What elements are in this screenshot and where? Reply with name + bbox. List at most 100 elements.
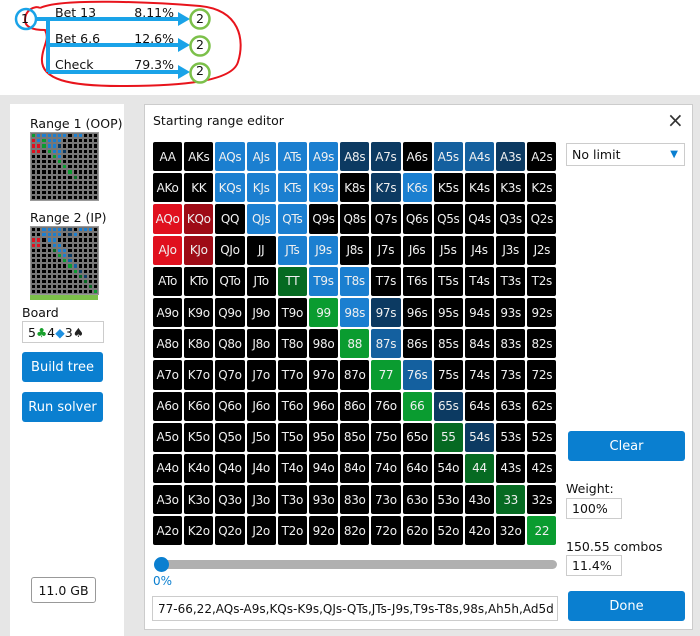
hand-cell-A6o[interactable]: A6o [153, 391, 183, 421]
hand-cell-K4o[interactable]: K4o [184, 453, 214, 484]
hand-cell-77[interactable]: 77 [371, 360, 401, 390]
hand-cell-T9s[interactable]: T9s [308, 266, 339, 296]
hand-cell-A2o[interactable]: A2o [153, 516, 183, 546]
hand-cell-J5o[interactable]: J5o [246, 422, 276, 452]
hand-cell-87o[interactable]: 87o [340, 360, 370, 390]
hand-cell-93o[interactable]: 93o [308, 485, 339, 515]
hand-cell-82o[interactable]: 82o [340, 516, 370, 546]
hand-cell-K3o[interactable]: K3o [184, 485, 214, 515]
hand-cell-64o[interactable]: 64o [402, 453, 432, 484]
hand-cell-QTo[interactable]: QTo [215, 266, 245, 296]
hand-cell-84o[interactable]: 84o [340, 453, 370, 484]
hand-cell-62o[interactable]: 62o [402, 516, 432, 546]
hand-cell-84s[interactable]: 84s [464, 329, 495, 359]
hand-cell-22[interactable]: 22 [527, 516, 557, 546]
hand-cell-65s[interactable]: 65s [433, 391, 463, 421]
hand-cell-T7o[interactable]: T7o [277, 360, 307, 390]
hand-cell-99[interactable]: 99 [308, 297, 339, 328]
hand-cell-A7s[interactable]: A7s [371, 142, 401, 172]
hand-cell-94s[interactable]: 94s [464, 297, 495, 328]
hand-cell-T4s[interactable]: T4s [464, 266, 495, 296]
hand-cell-Q4o[interactable]: Q4o [215, 453, 245, 484]
hand-cell-J9s[interactable]: J9s [308, 235, 339, 265]
hand-cell-AKo[interactable]: AKo [153, 173, 183, 203]
hand-cell-55[interactable]: 55 [433, 422, 463, 452]
hand-cell-T3o[interactable]: T3o [277, 485, 307, 515]
hand-cell-ATo[interactable]: ATo [153, 266, 183, 296]
hand-cell-33[interactable]: 33 [496, 485, 526, 515]
hand-cell-QJo[interactable]: QJo [215, 235, 245, 265]
weight-input[interactable]: 100% [566, 498, 622, 519]
hand-cell-J6s[interactable]: J6s [402, 235, 432, 265]
hand-cell-63s[interactable]: 63s [496, 391, 526, 421]
hand-cell-A3o[interactable]: A3o [153, 485, 183, 515]
hand-cell-98s[interactable]: 98s [340, 297, 370, 328]
clear-button[interactable]: Clear [568, 431, 685, 461]
hand-cell-Q5s[interactable]: Q5s [433, 204, 463, 234]
hand-cell-T9o[interactable]: T9o [277, 297, 307, 328]
hand-cell-A5s[interactable]: A5s [433, 142, 463, 172]
hand-cell-65o[interactable]: 65o [402, 422, 432, 452]
range2-thumbnail[interactable] [30, 226, 100, 296]
hand-cell-AJo[interactable]: AJo [153, 235, 183, 265]
hand-cell-Q8s[interactable]: Q8s [340, 204, 370, 234]
hand-cell-AQs[interactable]: AQs [215, 142, 245, 172]
hand-cell-98o[interactable]: 98o [308, 329, 339, 359]
hand-cell-Q7s[interactable]: Q7s [371, 204, 401, 234]
hand-cell-75s[interactable]: 75s [433, 360, 463, 390]
hand-cell-96s[interactable]: 96s [402, 297, 432, 328]
close-icon[interactable]: × [667, 108, 684, 132]
hand-cell-88[interactable]: 88 [340, 329, 370, 359]
action-label[interactable]: Check [55, 57, 94, 72]
hand-cell-97o[interactable]: 97o [308, 360, 339, 390]
hand-cell-K6o[interactable]: K6o [184, 391, 214, 421]
hand-cell-66[interactable]: 66 [402, 391, 432, 421]
hand-cell-K7o[interactable]: K7o [184, 360, 214, 390]
hand-cell-Q6s[interactable]: Q6s [402, 204, 432, 234]
hand-cell-J7s[interactable]: J7s [371, 235, 401, 265]
hand-cell-Q4s[interactable]: Q4s [464, 204, 495, 234]
hand-cell-Q9o[interactable]: Q9o [215, 297, 245, 328]
hand-cell-KK[interactable]: KK [184, 173, 214, 203]
hand-cell-KJs[interactable]: KJs [246, 173, 276, 203]
hand-cell-J3s[interactable]: J3s [496, 235, 526, 265]
hand-cell-K9s[interactable]: K9s [308, 173, 339, 203]
child-node-label[interactable]: 2 [196, 11, 204, 26]
hand-cell-A2s[interactable]: A2s [527, 142, 557, 172]
root-node-label[interactable]: 1 [21, 11, 29, 26]
hand-cell-A5o[interactable]: A5o [153, 422, 183, 452]
hand-cell-QQ[interactable]: QQ [215, 204, 245, 234]
hand-cell-TT[interactable]: TT [277, 266, 307, 296]
hand-cell-A4s[interactable]: A4s [464, 142, 495, 172]
action-label[interactable]: Bet 13 [55, 5, 97, 20]
limit-select[interactable]: No limit ▼ [566, 143, 685, 166]
hand-cell-K9o[interactable]: K9o [184, 297, 214, 328]
hand-cell-76s[interactable]: 76s [402, 360, 432, 390]
combos-percent-input[interactable]: 11.4% [566, 555, 622, 576]
hand-cell-T8o[interactable]: T8o [277, 329, 307, 359]
board-input[interactable]: 5 ♣ 4 ◆ 3 ♠ [22, 321, 104, 343]
hand-cell-KQs[interactable]: KQs [215, 173, 245, 203]
hand-cell-J2o[interactable]: J2o [246, 516, 276, 546]
hand-cell-53o[interactable]: 53o [433, 485, 463, 515]
hand-cell-A6s[interactable]: A6s [402, 142, 432, 172]
hand-cell-Q9s[interactable]: Q9s [308, 204, 339, 234]
hand-cell-K3s[interactable]: K3s [496, 173, 526, 203]
hand-cell-43s[interactable]: 43s [496, 453, 526, 484]
hand-cell-JTs[interactable]: JTs [277, 235, 307, 265]
hand-cell-J5s[interactable]: J5s [433, 235, 463, 265]
hand-cell-32s[interactable]: 32s [527, 485, 557, 515]
hand-cell-Q6o[interactable]: Q6o [215, 391, 245, 421]
hand-cell-43o[interactable]: 43o [464, 485, 495, 515]
hand-cell-J8o[interactable]: J8o [246, 329, 276, 359]
hand-cell-K4s[interactable]: K4s [464, 173, 495, 203]
hand-cell-T2o[interactable]: T2o [277, 516, 307, 546]
hand-cell-Q3o[interactable]: Q3o [215, 485, 245, 515]
hand-cell-K7s[interactable]: K7s [371, 173, 401, 203]
hand-cell-93s[interactable]: 93s [496, 297, 526, 328]
hand-cell-92o[interactable]: 92o [308, 516, 339, 546]
hand-cell-KTo[interactable]: KTo [184, 266, 214, 296]
hand-cell-A8s[interactable]: A8s [340, 142, 370, 172]
hand-cell-AA[interactable]: AA [153, 142, 183, 172]
hand-cell-76o[interactable]: 76o [371, 391, 401, 421]
